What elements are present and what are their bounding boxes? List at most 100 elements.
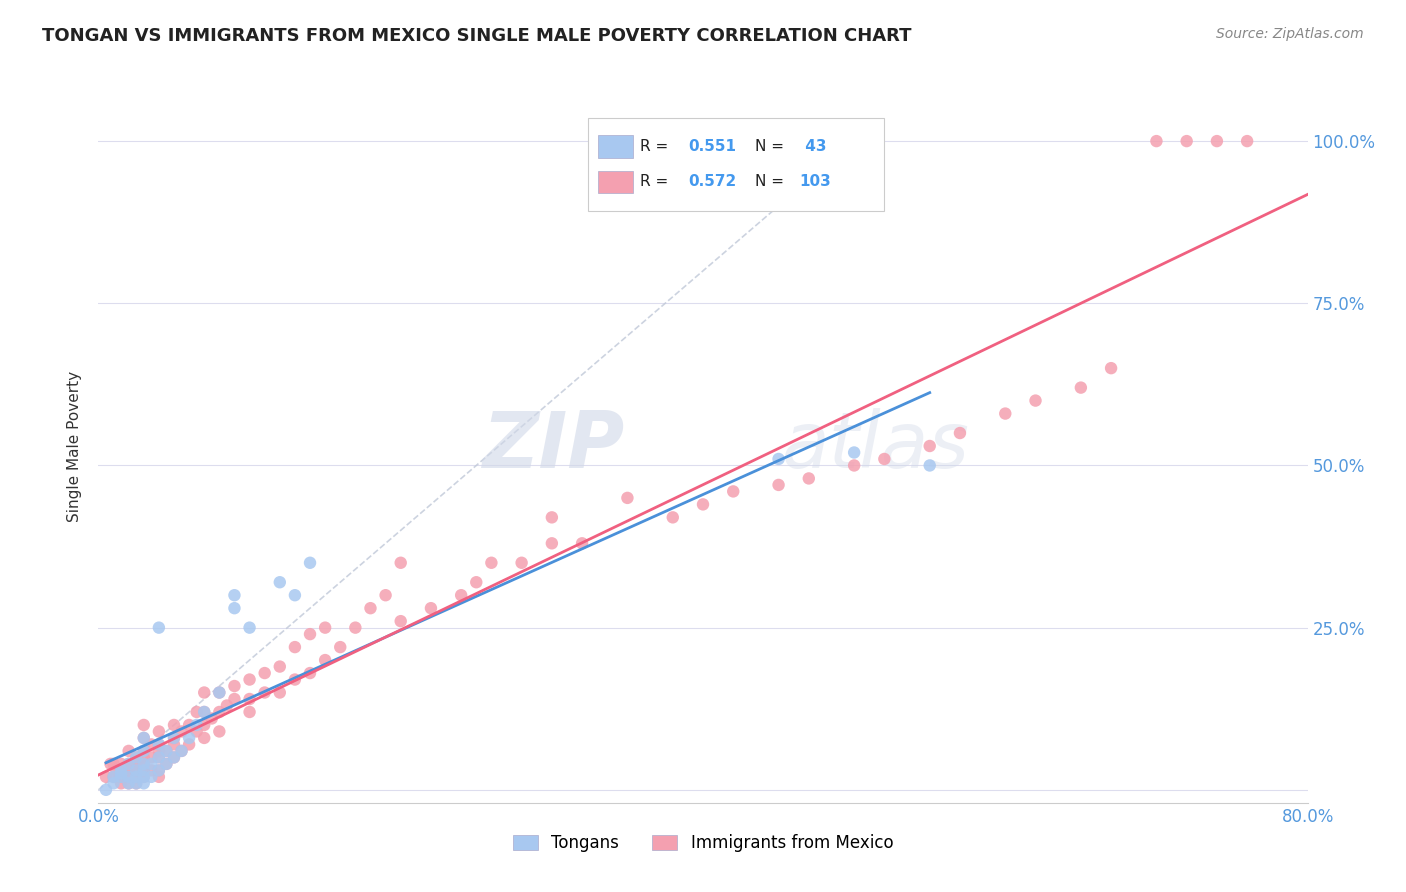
Point <box>118 756 141 771</box>
Point <box>148 750 170 764</box>
Point <box>163 731 186 745</box>
Point <box>918 458 941 473</box>
Point <box>125 750 148 764</box>
Point <box>148 764 170 778</box>
Point <box>450 588 472 602</box>
Point <box>132 764 155 778</box>
Point <box>125 764 148 778</box>
Point <box>110 764 132 778</box>
Point <box>420 601 443 615</box>
Point <box>148 738 170 752</box>
Point <box>540 536 562 550</box>
Point <box>132 770 155 784</box>
Point <box>269 659 291 673</box>
Point <box>844 458 866 473</box>
Point <box>110 770 132 784</box>
Point <box>193 731 215 745</box>
Point <box>360 601 382 615</box>
Point <box>179 718 201 732</box>
Point <box>148 750 170 764</box>
Point <box>208 724 231 739</box>
Point <box>193 705 215 719</box>
Text: 43: 43 <box>800 139 827 153</box>
Point <box>118 770 141 784</box>
Point <box>155 744 177 758</box>
Point <box>844 445 866 459</box>
Text: 0.572: 0.572 <box>689 175 737 189</box>
Point <box>132 718 155 732</box>
Point <box>465 575 488 590</box>
Point <box>125 770 148 784</box>
Point <box>125 756 148 771</box>
Point <box>118 744 141 758</box>
Point <box>224 679 246 693</box>
Point <box>125 776 148 790</box>
Point <box>269 575 291 590</box>
Point <box>132 776 155 790</box>
Point <box>186 718 208 732</box>
Point <box>616 491 638 505</box>
FancyBboxPatch shape <box>598 135 633 158</box>
Point <box>994 407 1017 421</box>
Point <box>132 750 155 764</box>
Point <box>110 764 132 778</box>
Text: 0.551: 0.551 <box>689 139 737 153</box>
Point <box>344 621 367 635</box>
Point <box>193 718 215 732</box>
Point <box>1144 134 1167 148</box>
Point <box>118 770 141 784</box>
Point <box>148 770 170 784</box>
Point <box>918 439 941 453</box>
Point <box>141 764 163 778</box>
Point <box>299 627 322 641</box>
Point <box>179 738 201 752</box>
Point <box>208 685 231 699</box>
Point <box>103 756 125 771</box>
Point <box>1024 393 1046 408</box>
Point <box>155 744 177 758</box>
Point <box>239 673 262 687</box>
Point <box>155 756 177 771</box>
Point <box>170 744 193 758</box>
Point <box>110 776 132 790</box>
Point <box>170 744 193 758</box>
Point <box>723 484 745 499</box>
Text: R =: R = <box>640 139 673 153</box>
Point <box>284 588 307 602</box>
Point <box>118 776 141 790</box>
FancyBboxPatch shape <box>598 170 633 194</box>
Point <box>239 621 262 635</box>
Point <box>148 744 170 758</box>
Point <box>163 718 186 732</box>
Point <box>103 770 125 784</box>
Point <box>314 621 336 635</box>
Point <box>163 750 186 764</box>
Point <box>148 764 170 778</box>
Point <box>118 764 141 778</box>
Point <box>125 764 148 778</box>
Text: N =: N = <box>755 139 789 153</box>
Point <box>239 705 262 719</box>
Point <box>132 756 155 771</box>
Point <box>163 750 186 764</box>
Point <box>125 776 148 790</box>
FancyBboxPatch shape <box>588 118 884 211</box>
Point <box>163 731 186 745</box>
Point <box>510 556 533 570</box>
Legend: Tongans, Immigrants from Mexico: Tongans, Immigrants from Mexico <box>506 828 900 859</box>
Text: atlas: atlas <box>782 408 970 484</box>
Point <box>155 756 177 771</box>
Point <box>692 497 714 511</box>
Point <box>186 724 208 739</box>
Point <box>141 756 163 771</box>
Point <box>125 750 148 764</box>
Point <box>284 673 307 687</box>
Point <box>179 731 201 745</box>
Point <box>193 685 215 699</box>
Point <box>571 536 593 550</box>
Point <box>141 750 163 764</box>
Point <box>186 705 208 719</box>
Point <box>132 770 155 784</box>
Point <box>103 770 125 784</box>
Point <box>148 738 170 752</box>
